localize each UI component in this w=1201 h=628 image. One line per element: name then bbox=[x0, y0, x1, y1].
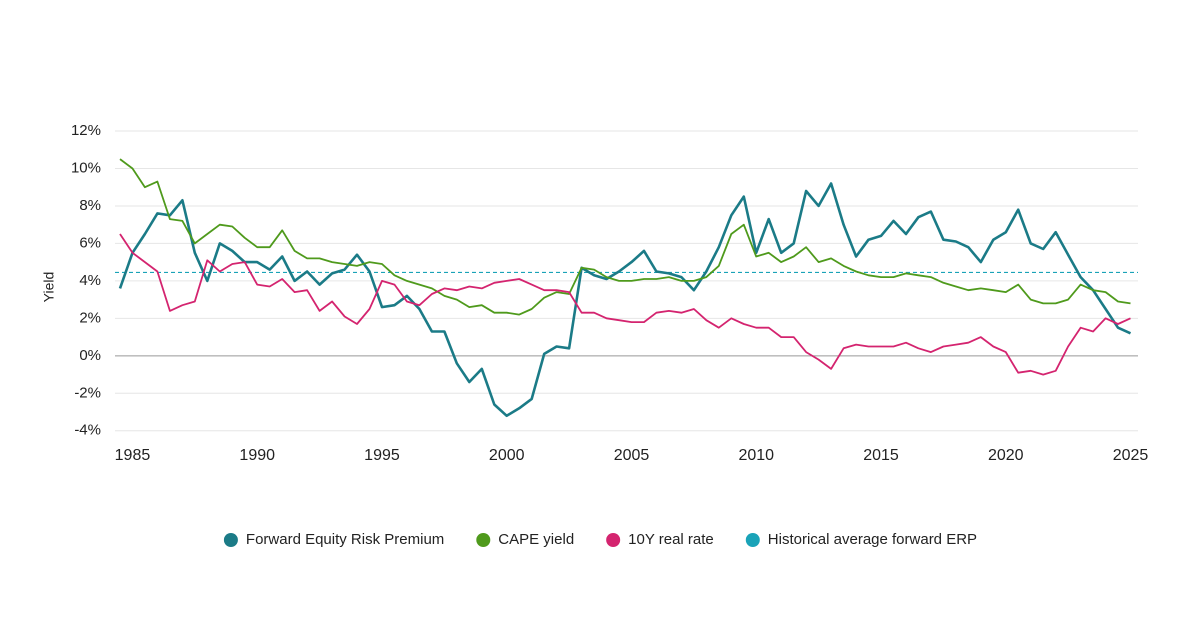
y-tick-label: -2% bbox=[74, 384, 101, 401]
legend-marker bbox=[223, 533, 238, 547]
y-tick-label: 0% bbox=[79, 347, 101, 364]
x-tick-label: 1995 bbox=[364, 447, 400, 464]
legend-label: CAPE yield bbox=[498, 531, 574, 548]
x-tick-label: 2000 bbox=[489, 447, 525, 464]
x-tick-label: 2015 bbox=[863, 447, 899, 464]
x-tick-label: 1985 bbox=[115, 447, 151, 464]
y-tick-label: 2% bbox=[79, 309, 101, 326]
y-tick-label: 12% bbox=[71, 122, 101, 139]
legend-marker bbox=[476, 533, 491, 547]
x-tick-label: 2025 bbox=[1113, 447, 1149, 464]
legend: Forward Equity Risk Premium CAPE yield 10Y… bbox=[223, 531, 977, 548]
legend-label: Forward Equity Risk Premium bbox=[246, 531, 444, 548]
y-axis-label: Yield bbox=[41, 272, 57, 303]
x-tick-label: 2010 bbox=[738, 447, 774, 464]
y-tick-label: 10% bbox=[71, 159, 101, 176]
legend-marker bbox=[745, 533, 760, 547]
legend-label: Historical average forward ERP bbox=[768, 531, 977, 548]
x-tick-label: 2005 bbox=[614, 447, 650, 464]
series-line bbox=[119, 158, 1131, 316]
y-tick-label: 6% bbox=[79, 234, 101, 251]
y-tick-label: 4% bbox=[79, 272, 101, 289]
y-tick-label: -4% bbox=[74, 422, 101, 439]
x-tick-label: 1990 bbox=[239, 447, 275, 464]
x-tick-label: 2020 bbox=[988, 447, 1024, 464]
legend-label: 10Y real rate bbox=[628, 531, 714, 548]
series-line bbox=[119, 233, 1131, 376]
series-line bbox=[118, 182, 1132, 418]
legend-marker bbox=[606, 533, 621, 547]
y-tick-label: 8% bbox=[79, 197, 101, 214]
